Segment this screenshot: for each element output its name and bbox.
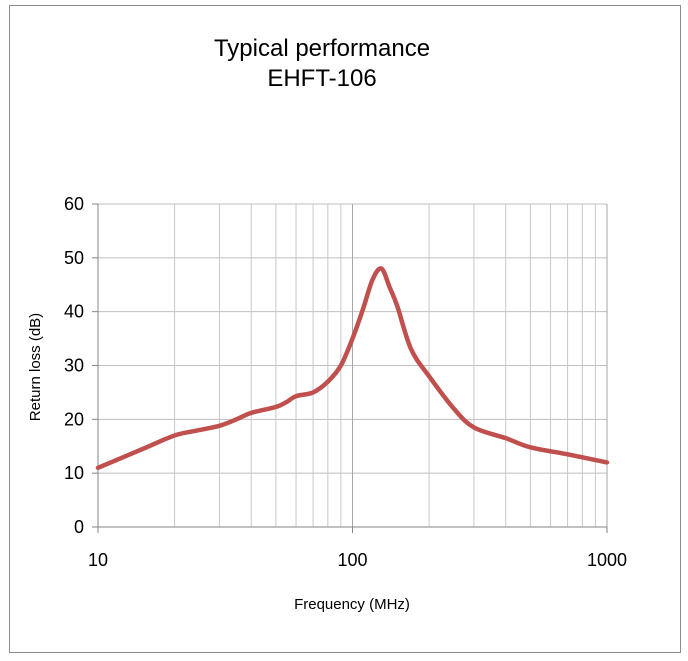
x-tick-label: 1000 (587, 550, 627, 570)
plot-area (95, 266, 610, 471)
chart-frame: 0 10 20 30 40 50 60 10 100 1000 Typical performan… (9, 5, 681, 653)
y-tick-label: 30 (64, 356, 84, 376)
return-loss-series-line (95, 266, 610, 471)
chart-title-line-2: EHFT-106 (267, 65, 376, 92)
labels: Typical performance EHFT-106 Frequency (… (27, 35, 430, 613)
x-tick-label: 10 (88, 550, 108, 570)
x-tick-label: 100 (337, 550, 367, 570)
y-axis-label: Return loss (dB) (27, 313, 44, 421)
y-tick-label: 50 (64, 248, 84, 268)
grid (97, 203, 608, 527)
y-tick-label: 40 (64, 302, 84, 322)
y-tick-label: 0 (74, 517, 84, 537)
x-axis-label: Frequency (MHz) (294, 596, 410, 613)
y-tick-label: 10 (64, 463, 84, 483)
y-tick-label: 20 (64, 409, 84, 429)
chart-title-line-1: Typical performance (214, 35, 430, 62)
y-tick-label: 60 (64, 194, 84, 214)
